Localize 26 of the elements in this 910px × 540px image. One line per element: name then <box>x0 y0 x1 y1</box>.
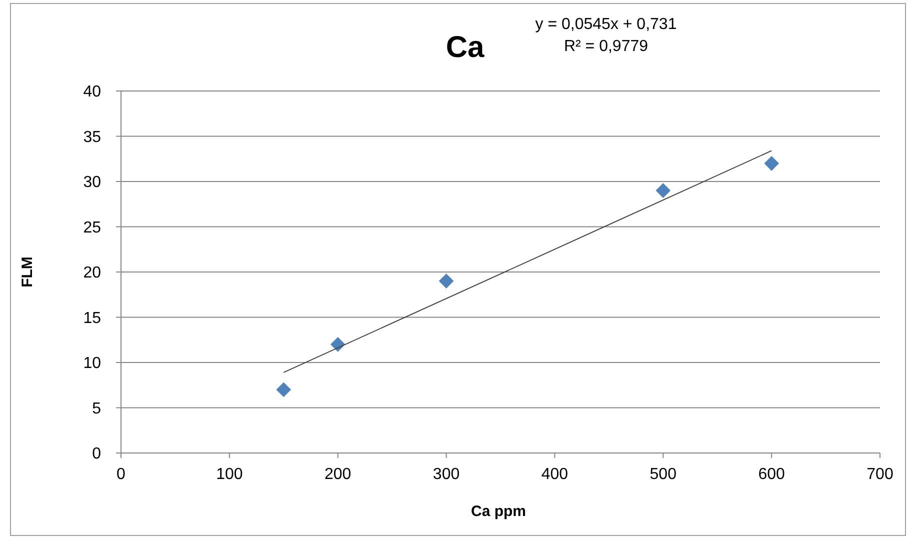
x-tick-label: 600 <box>758 466 786 483</box>
y-tick-label: 0 <box>92 446 102 463</box>
y-tick-label: 5 <box>92 400 102 418</box>
y-axis-title: FLM <box>19 256 36 288</box>
y-tick-label: 30 <box>83 174 102 192</box>
x-tick-label: 400 <box>541 466 568 483</box>
x-tick-label: 100 <box>216 466 243 483</box>
y-tick-label: 40 <box>83 84 102 101</box>
point <box>438 274 454 288</box>
text: R² = 0,9779 <box>564 38 648 55</box>
point <box>276 382 292 398</box>
y-tick-label: 15 <box>83 310 102 327</box>
chart-title: Ca <box>446 31 484 64</box>
y-tick-label: 10 <box>83 355 102 372</box>
y-tick-label: 25 <box>83 219 102 236</box>
y-tick-label: 20 <box>83 264 102 282</box>
x-tick-label: 300 <box>432 466 460 483</box>
point <box>764 156 779 171</box>
text: y = 0,0545x + 0,731 <box>535 16 677 33</box>
x-tick-label: 200 <box>324 466 352 483</box>
x-tick-label: 700 <box>866 466 894 483</box>
x-axis-title: Ca ppm <box>470 503 526 520</box>
y-tick-label: 35 <box>83 128 102 146</box>
point <box>656 183 671 198</box>
x-tick-label: 0 <box>116 466 126 483</box>
x-tick-label: 500 <box>650 466 677 483</box>
